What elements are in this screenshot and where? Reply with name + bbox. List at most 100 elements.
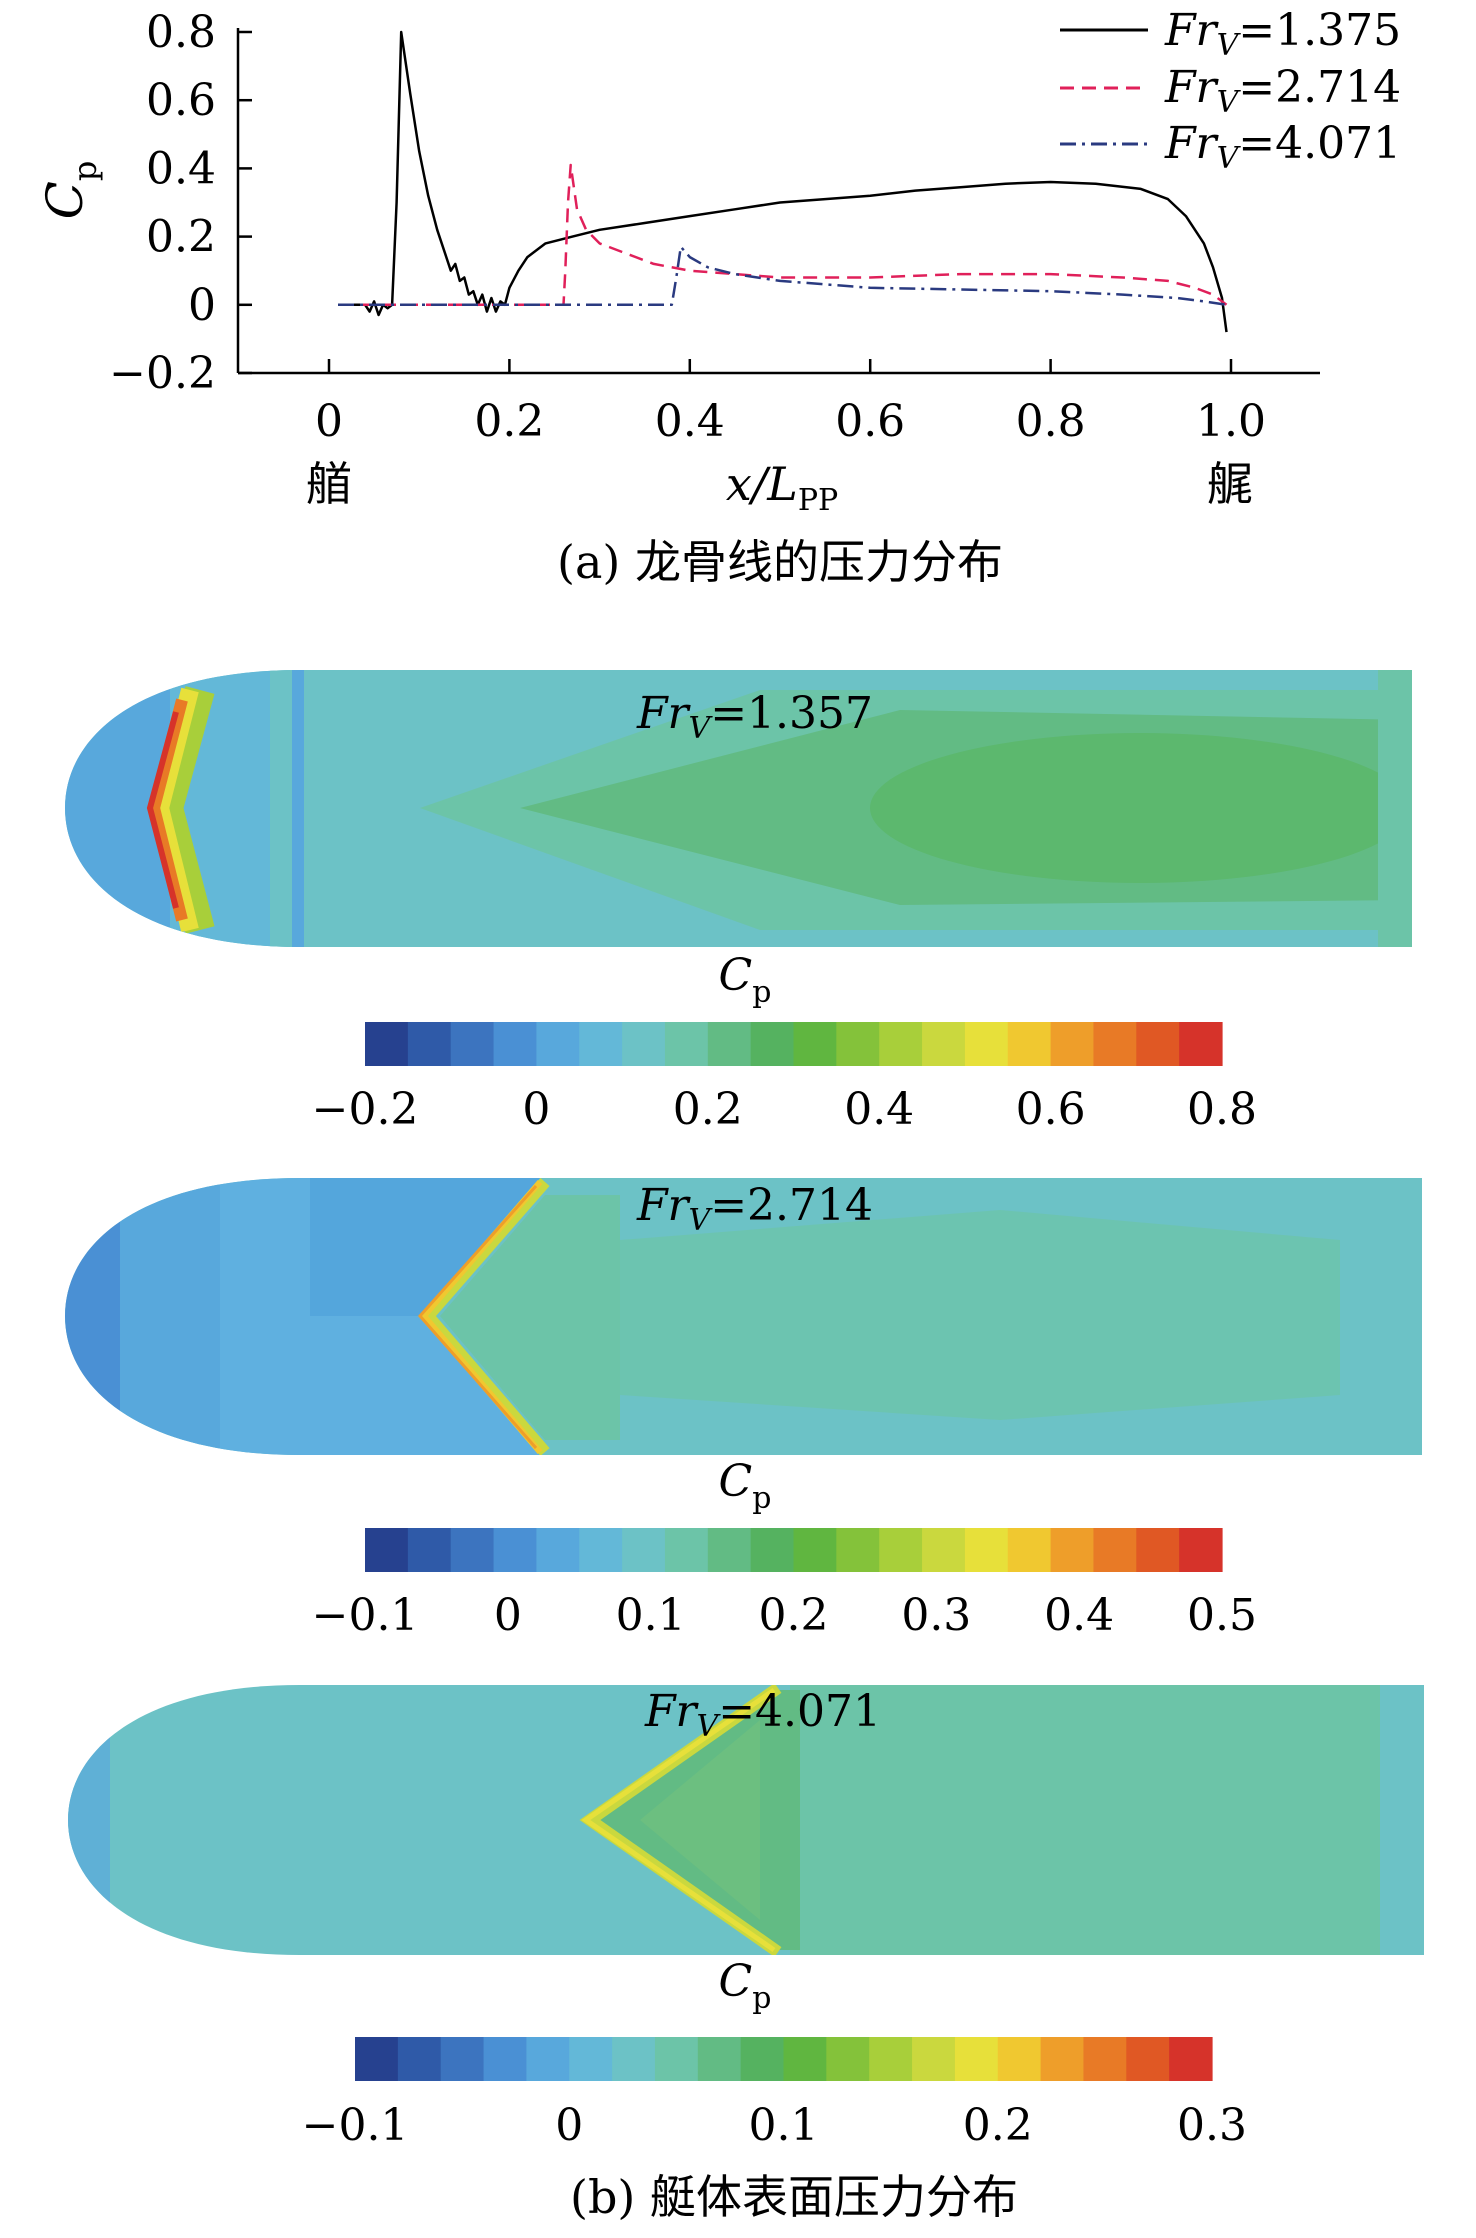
y-axis-label: Cp: [36, 161, 104, 220]
colorbar-swatch: [365, 1022, 409, 1066]
colorbar-tick-label: 0: [555, 2100, 583, 2151]
colorbar-swatch: [793, 1528, 837, 1572]
colorbar-swatch: [1083, 2037, 1127, 2081]
series-line-1: [338, 30, 1228, 333]
colorbar-swatch: [1136, 1528, 1180, 1572]
colorbar-swatch: [1007, 1528, 1052, 1572]
hull-panel-1: FrV=1.357 Cp −0.2 0 0.2 0.4 0.6 0.8: [65, 670, 1412, 1135]
colorbar-swatch: [697, 2037, 742, 2081]
colorbar-swatch: [1179, 1022, 1223, 1066]
colorbar-swatch: [707, 1022, 752, 1066]
colorbar-swatch: [407, 1022, 452, 1066]
legend-entry-2: FrV=2.714: [1060, 62, 1401, 120]
chart-series: [338, 30, 1228, 333]
series-line-3: [338, 245, 1227, 307]
x-tick-label: 0.8: [1016, 396, 1086, 447]
colorbar-1-label: Cp: [719, 950, 772, 1010]
hull-contour-1: [65, 670, 1412, 947]
colorbar-tick-label: 0.1: [749, 2100, 819, 2151]
colorbar-tick-label: 0.4: [1044, 1590, 1114, 1641]
colorbar-swatch: [922, 1022, 966, 1066]
colorbar-swatch: [664, 1022, 709, 1066]
colorbar-tick-label: 0.8: [1187, 1084, 1257, 1135]
x-axis-label: x/LPP: [726, 457, 838, 518]
colorbar-swatch: [783, 2037, 827, 2081]
colorbar-2-label: Cp: [719, 1456, 772, 1516]
colorbar-2: [365, 1528, 1223, 1572]
stern-label: 艉: [1207, 457, 1253, 511]
x-tick-label: 0.4: [655, 396, 725, 447]
x-tick-label: 0.2: [474, 396, 544, 447]
colorbar-swatch: [440, 2037, 485, 2081]
colorbar-swatch: [450, 1022, 495, 1066]
colorbar-swatch: [826, 2037, 870, 2081]
colorbar-swatch: [493, 1528, 537, 1572]
colorbar-swatch: [654, 2037, 699, 2081]
legend: FrV=1.375 FrV=2.714 FrV=4.071: [1060, 5, 1401, 176]
colorbar-1: [365, 1022, 1223, 1066]
colorbar-swatch: [493, 1022, 537, 1066]
colorbar-3-label: Cp: [719, 1956, 772, 2016]
colorbar-swatch: [1040, 2037, 1085, 2081]
colorbar-swatch: [579, 1528, 623, 1572]
colorbar-swatch: [622, 1022, 666, 1066]
panel-1-title: FrV=1.357: [636, 688, 873, 746]
series-line-2: [338, 163, 1228, 307]
hull-panel-2: FrV=2.714 Cp −0.1 0 0.1 0.2 0.3 0.4 0.5: [65, 1178, 1422, 1641]
colorbar-tick-label: 0.5: [1187, 1590, 1257, 1641]
colorbar-swatch: [355, 2037, 399, 2081]
colorbar-swatch: [997, 2037, 1042, 2081]
colorbar-swatch: [1050, 1022, 1095, 1066]
colorbar-swatch: [397, 2037, 442, 2081]
y-tick-label: 0: [188, 280, 216, 331]
colorbar-swatch: [1093, 1528, 1137, 1572]
colorbar-swatch: [569, 2037, 613, 2081]
colorbar-swatch: [664, 1528, 709, 1572]
x-tick-label: 0.6: [835, 396, 905, 447]
x-tick-labels: 0 0.2 0.4 0.6 0.8 1.0: [315, 359, 1266, 447]
colorbar-3: [355, 2037, 1213, 2081]
hull-contour-2: [65, 1178, 1422, 1455]
svg-text:FrV=2.714: FrV=2.714: [1164, 62, 1401, 120]
colorbar-tick-label: 0.3: [901, 1590, 971, 1641]
colorbar-tick-label: −0.2: [312, 1084, 419, 1135]
colorbar-swatch: [1093, 1022, 1137, 1066]
colorbar-tick-label: 0.3: [1177, 2100, 1247, 2151]
colorbar-swatch: [579, 1022, 623, 1066]
colorbar-swatch: [879, 1022, 923, 1066]
colorbar-swatch: [954, 2037, 999, 2081]
colorbar-3-ticks: −0.1 0 0.1 0.2 0.3: [302, 2100, 1247, 2151]
colorbar-swatch: [1007, 1022, 1052, 1066]
caption-a: (a) 龙骨线的压力分布: [557, 535, 1003, 589]
colorbar-swatch: [707, 1528, 752, 1572]
x-tick-label: 1.0: [1196, 396, 1266, 447]
colorbar-swatch: [1179, 1528, 1223, 1572]
colorbar-swatch: [483, 2037, 527, 2081]
colorbar-tick-label: −0.1: [312, 1590, 419, 1641]
colorbar-swatch: [1136, 1022, 1180, 1066]
colorbar-swatch: [612, 2037, 656, 2081]
colorbar-tick-label: 0.6: [1016, 1084, 1086, 1135]
colorbar-swatch: [407, 1528, 452, 1572]
colorbar-swatch: [922, 1528, 966, 1572]
svg-text:FrV=4.071: FrV=4.071: [1164, 118, 1401, 176]
caption-b: (b) 艇体表面压力分布: [570, 2170, 1018, 2224]
colorbar-tick-label: −0.1: [302, 2100, 409, 2151]
colorbar-swatch: [836, 1022, 880, 1066]
colorbar-swatch: [836, 1528, 880, 1572]
colorbar-tick-label: 0.2: [759, 1590, 829, 1641]
colorbar-swatch: [622, 1528, 666, 1572]
colorbar-swatch: [1126, 2037, 1170, 2081]
colorbar-tick-label: 0.1: [616, 1590, 686, 1641]
keel-pressure-chart: 0 0.2 0.4 0.6 0.8 1.0 0.80.60.40.20−0.2 Cp 艏 …: [36, 5, 1401, 589]
colorbar-swatch: [869, 2037, 913, 2081]
colorbar-swatch: [964, 1022, 1009, 1066]
y-tick-label: 0.4: [146, 143, 216, 194]
colorbar-swatch: [536, 1022, 580, 1066]
colorbar-swatch: [740, 2037, 785, 2081]
colorbar-swatch: [879, 1528, 923, 1572]
panel-2-title: FrV=2.714: [636, 1180, 873, 1238]
colorbar-tick-label: 0.2: [673, 1084, 743, 1135]
y-tick-labels: 0.8 0.6 0.4 0.2 0 −0.2: [109, 7, 252, 399]
